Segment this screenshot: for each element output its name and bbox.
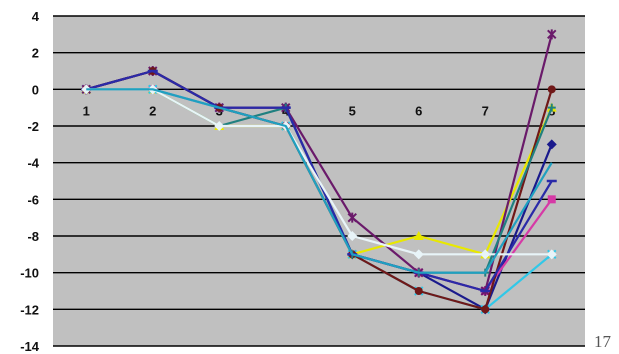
y-axis-tick-labels: 4 2 0 -2 -4 -6 -8 -10 -12 -14 xyxy=(20,9,40,354)
x-tick-label: 1 xyxy=(83,103,90,118)
data-point xyxy=(547,195,556,204)
series-line xyxy=(86,88,552,256)
data-point xyxy=(547,85,556,94)
x-tick-label: 7 xyxy=(482,103,489,118)
y-tick-label: 2 xyxy=(32,46,39,61)
data-point xyxy=(413,231,424,240)
y-tick-label: -14 xyxy=(20,339,40,354)
y-tick-label: -6 xyxy=(27,192,39,207)
data-point xyxy=(347,231,358,241)
data-point xyxy=(547,103,556,112)
x-tick-label: 2 xyxy=(149,103,156,118)
series-line xyxy=(86,88,553,274)
series-lines xyxy=(81,29,557,315)
data-point xyxy=(414,287,423,295)
y-tick-label: -4 xyxy=(27,156,39,171)
page-number: 17 xyxy=(594,332,611,351)
y-tick-label: -2 xyxy=(27,119,39,134)
y-tick-label: -8 xyxy=(27,229,39,244)
data-point xyxy=(546,249,557,260)
y-tick-label: 0 xyxy=(32,82,39,97)
series-9 xyxy=(81,84,557,260)
series-10 xyxy=(86,88,553,274)
data-point xyxy=(214,121,225,131)
data-point xyxy=(480,249,491,260)
y-tick-label: -12 xyxy=(20,302,39,317)
data-point xyxy=(546,139,557,150)
y-tick-label: 4 xyxy=(32,9,40,24)
data-point xyxy=(481,305,490,314)
x-tick-label: 6 xyxy=(415,103,422,118)
data-point xyxy=(547,29,557,40)
data-point xyxy=(413,249,424,260)
x-tick-label: 5 xyxy=(349,103,356,118)
y-tick-label: -10 xyxy=(20,266,39,281)
data-point xyxy=(347,212,357,223)
